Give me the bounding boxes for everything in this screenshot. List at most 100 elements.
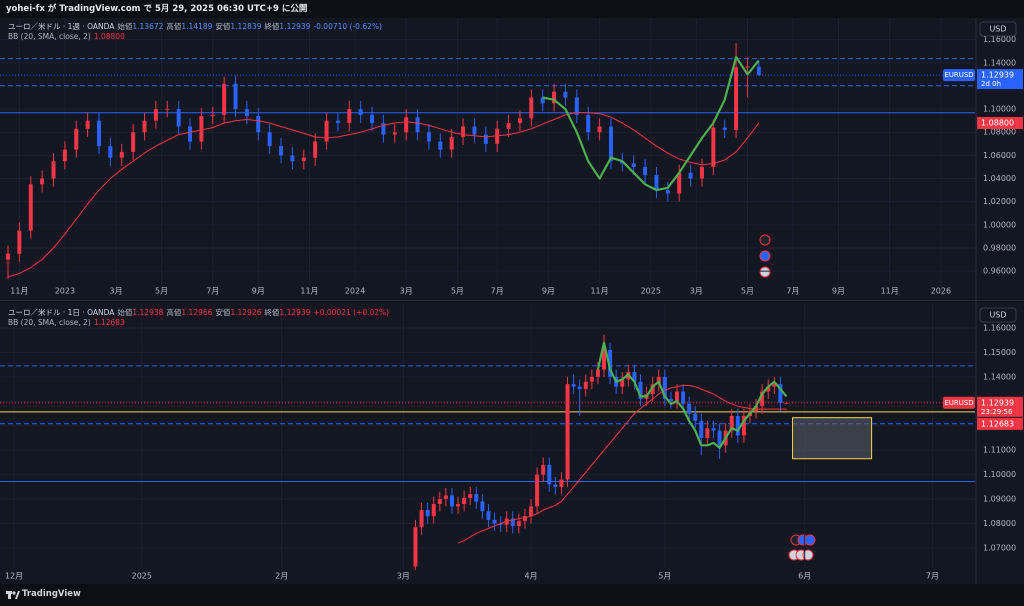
- candle-body: [510, 518, 515, 526]
- symbol-tag-bg: [943, 69, 975, 82]
- candle-body: [547, 464, 552, 485]
- indicator-tag-bg: [977, 417, 1023, 430]
- x-tick-label: 11月: [590, 287, 608, 296]
- candle-body: [504, 518, 509, 525]
- candle-body: [559, 479, 564, 487]
- candle-body: [486, 511, 491, 520]
- candle-body: [472, 126, 477, 135]
- candle-body: [358, 109, 363, 115]
- price-tag-bg: [977, 396, 1023, 417]
- currency-button[interactable]: USD: [989, 25, 1006, 34]
- candle-body: [632, 371, 637, 382]
- candle-body: [602, 349, 607, 370]
- candle-body: [760, 391, 765, 407]
- indicator-tag: 1.12683: [981, 419, 1014, 428]
- currency-button-bg[interactable]: [979, 307, 1017, 323]
- ohlc-label: 始値: [117, 22, 133, 31]
- x-tick-label: 5月: [658, 572, 671, 581]
- candle-body: [608, 349, 613, 377]
- candle-body: [28, 184, 33, 231]
- candle-body: [449, 495, 454, 507]
- event-icon[interactable]: [802, 549, 814, 561]
- x-tick-label: 5月: [155, 287, 168, 296]
- x-tick-label: 3月: [400, 287, 413, 296]
- candle-body: [131, 132, 136, 152]
- y-tick-label: 1.10000: [983, 105, 1016, 114]
- publish-line: yohei-fx が TradingView.com で 5月 29, 2025…: [6, 4, 308, 14]
- candle-body: [535, 474, 540, 507]
- y-tick-label: 1.15000: [983, 348, 1016, 357]
- candle-body: [597, 126, 602, 133]
- event-icon[interactable]: [759, 266, 771, 278]
- candle-body: [267, 132, 272, 147]
- x-tick-label: 5月: [451, 287, 464, 296]
- price-tag: 1.12939: [981, 71, 1014, 80]
- candle-body: [586, 114, 591, 133]
- candle-body: [687, 403, 692, 414]
- candle-body: [188, 126, 193, 142]
- symbol-tag-bg: [943, 396, 975, 409]
- candle-body: [529, 506, 534, 517]
- candle-body: [370, 114, 375, 123]
- ohlc-value: 1.12966: [181, 308, 213, 317]
- candle-body: [577, 386, 582, 390]
- x-tick-label: 2023: [55, 287, 75, 296]
- x-tick-label: 2025: [132, 572, 152, 581]
- currency-button-bg[interactable]: [979, 21, 1017, 37]
- x-tick-label: 2024: [345, 287, 365, 296]
- panel-background: [0, 18, 1024, 299]
- x-tick-label: 2025: [641, 287, 661, 296]
- candle-body: [256, 116, 261, 133]
- currency-button[interactable]: USD: [989, 311, 1006, 320]
- candle-body: [438, 141, 443, 150]
- candle-body: [620, 379, 625, 387]
- candle-body: [681, 391, 686, 404]
- x-tick-label: 3月: [690, 287, 703, 296]
- y-tick-label: 1.08000: [983, 519, 1016, 528]
- candle-body: [51, 161, 56, 179]
- candle-body: [778, 384, 783, 403]
- event-icon[interactable]: [759, 250, 771, 262]
- ohlc-label: 終値: [264, 22, 280, 31]
- x-tick-label: 6月: [798, 572, 811, 581]
- event-icon[interactable]: [759, 234, 771, 246]
- candle-body: [210, 114, 215, 117]
- x-tick-label: 3月: [110, 287, 123, 296]
- ohlc-label: 高値: [166, 308, 182, 317]
- candle-body: [97, 120, 102, 147]
- bb-basis-line: [457, 384, 787, 544]
- x-tick-label: 11月: [300, 287, 318, 296]
- candle-body: [734, 67, 739, 130]
- candle-body: [222, 83, 227, 115]
- range-box: [792, 417, 873, 460]
- ohlc-value: 1.12939: [279, 308, 311, 317]
- candle-body: [492, 519, 497, 524]
- candle-body: [654, 175, 659, 191]
- candle-body: [711, 428, 716, 431]
- candle-body: [17, 230, 22, 254]
- candle-body: [233, 83, 238, 110]
- indicator-value: 1.12683: [93, 318, 125, 327]
- candle-body: [153, 109, 158, 121]
- candle-body: [517, 118, 522, 123]
- symbol-tag: EURUSD: [944, 71, 973, 79]
- indicator-name: BB (20, SMA, close, 2): [8, 32, 91, 41]
- y-tick-label: 0.98000: [983, 243, 1016, 252]
- candle-body: [699, 166, 704, 179]
- candle-body: [699, 420, 704, 438]
- candle-body: [404, 117, 409, 133]
- ohlc-value: 1.12938: [132, 308, 164, 317]
- event-icon[interactable]: [804, 534, 816, 546]
- candle-body: [729, 415, 734, 431]
- ohlc-value: 1.12939: [279, 22, 311, 31]
- change: +0.00021 (+0.02%): [313, 308, 390, 317]
- y-tick-label: 0.96000: [983, 267, 1016, 276]
- indicator-name: BB (20, SMA, close, 2): [8, 318, 91, 327]
- candle-body: [571, 384, 576, 387]
- candle-body: [108, 146, 113, 158]
- ohlc-value: 1.12926: [230, 308, 262, 317]
- symbol-line: ユーロ／米ドル · 1日 · OANDA: [8, 308, 115, 317]
- candle-body: [425, 510, 430, 517]
- price-tag-bg: [977, 69, 1023, 90]
